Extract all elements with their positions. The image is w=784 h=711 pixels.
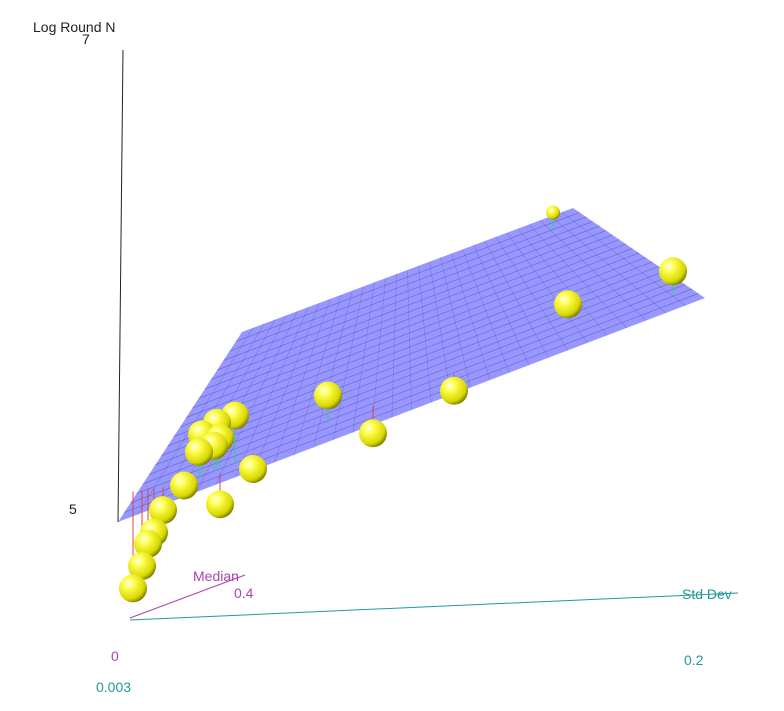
plane-grid-line-v	[215, 311, 298, 485]
data-point	[659, 257, 687, 286]
plane-grid-line-v	[313, 290, 353, 448]
plane-grid-line-u	[136, 284, 686, 494]
data-point	[149, 496, 177, 525]
data-point	[314, 381, 342, 410]
plane-grid-line-v	[528, 224, 627, 329]
x-tick-0.4: 0.4	[234, 585, 254, 601]
data-point	[134, 529, 162, 558]
y-tick-0.2: 0.2	[684, 652, 704, 668]
plane-grid-line-v	[407, 269, 412, 411]
z-tick-5: 5	[69, 501, 77, 517]
data-point	[119, 574, 147, 603]
data-point	[554, 290, 582, 319]
plane-grid-line-v	[274, 298, 331, 463]
x-axis-label: Median	[193, 568, 239, 584]
plane-grid-line-u	[217, 225, 600, 371]
fitted-plane-grid	[124, 211, 699, 515]
plane-grid-line-v	[235, 307, 309, 478]
plane-grid-line-u	[223, 221, 593, 361]
plane-grid-line-v	[561, 211, 686, 306]
z-axis-line	[117, 49, 124, 523]
data-point	[359, 419, 387, 448]
plane-grid-line-u	[204, 234, 613, 390]
plane-grid-line-v	[418, 265, 432, 403]
z-axis-label: Log Round N	[33, 19, 116, 35]
plane-grid-line-v	[352, 282, 375, 433]
x-tick-0: 0	[111, 648, 119, 664]
plane-grid-line-v	[332, 286, 364, 440]
data-point	[128, 552, 156, 580]
plane-grid-line-v	[372, 278, 386, 425]
data-point	[440, 376, 468, 405]
plane-grid-line-u	[198, 239, 620, 399]
plane-grid-line-v	[506, 232, 588, 344]
data-points	[119, 205, 687, 603]
plane-grid-line-v	[254, 302, 320, 470]
x-axis-line	[129, 574, 246, 619]
plane-grid-line-v	[550, 215, 667, 314]
plane-grid-line-v	[137, 327, 254, 515]
plane-grid-line-v	[440, 257, 471, 388]
plane-grid-line-u	[186, 248, 633, 418]
y-axis-line	[129, 592, 739, 621]
data-point	[206, 490, 234, 519]
y-tick-0.003: 0.003	[96, 679, 131, 695]
data-point	[170, 471, 198, 500]
fitted-plane	[118, 208, 705, 522]
plane-grid-line-u	[148, 275, 673, 475]
plane-grid-line-u	[192, 243, 626, 409]
plane-grid-line-v	[539, 220, 647, 321]
y-axis-label: Std Dev	[682, 586, 732, 602]
plane-grid-line-v	[462, 249, 510, 373]
plane-grid-line-u	[179, 252, 640, 428]
plane-grid-line-v	[293, 294, 342, 455]
plane-grid-line-v	[484, 240, 549, 358]
plane-grid-line-u	[173, 257, 646, 437]
plane-grid-line-u	[142, 279, 679, 485]
z-tick-7: 7	[82, 31, 90, 47]
plane-grid-line-u	[130, 288, 692, 504]
plane-grid-line-v	[473, 245, 530, 366]
plane-grid-line-v	[517, 228, 608, 336]
data-point	[185, 437, 213, 466]
plane-grid-line-v	[391, 274, 397, 418]
data-point	[239, 455, 267, 483]
plane-grid-line-v	[495, 236, 569, 351]
plane-grid-line-v	[429, 261, 451, 396]
plane-grid-line-u	[235, 212, 580, 342]
plane-grid-line-u	[229, 216, 587, 352]
plane-grid-line-u	[210, 230, 607, 380]
data-point	[546, 205, 560, 220]
plane-grid-line-v	[451, 253, 491, 381]
